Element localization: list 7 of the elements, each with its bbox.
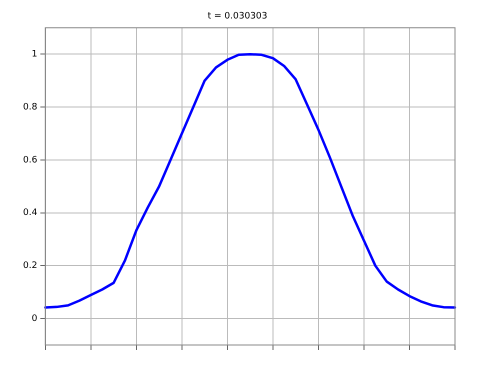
y-tick-label: 0.8 xyxy=(22,102,38,112)
y-tick-label: 1 xyxy=(32,50,38,60)
y-tick-label: 0.6 xyxy=(22,155,38,166)
y-tick-label: 0.2 xyxy=(22,261,38,272)
chart-title: t = 0.030303 xyxy=(208,12,268,22)
y-tick-label: 0 xyxy=(32,314,38,324)
y-tick-label: 0.4 xyxy=(22,208,38,218)
